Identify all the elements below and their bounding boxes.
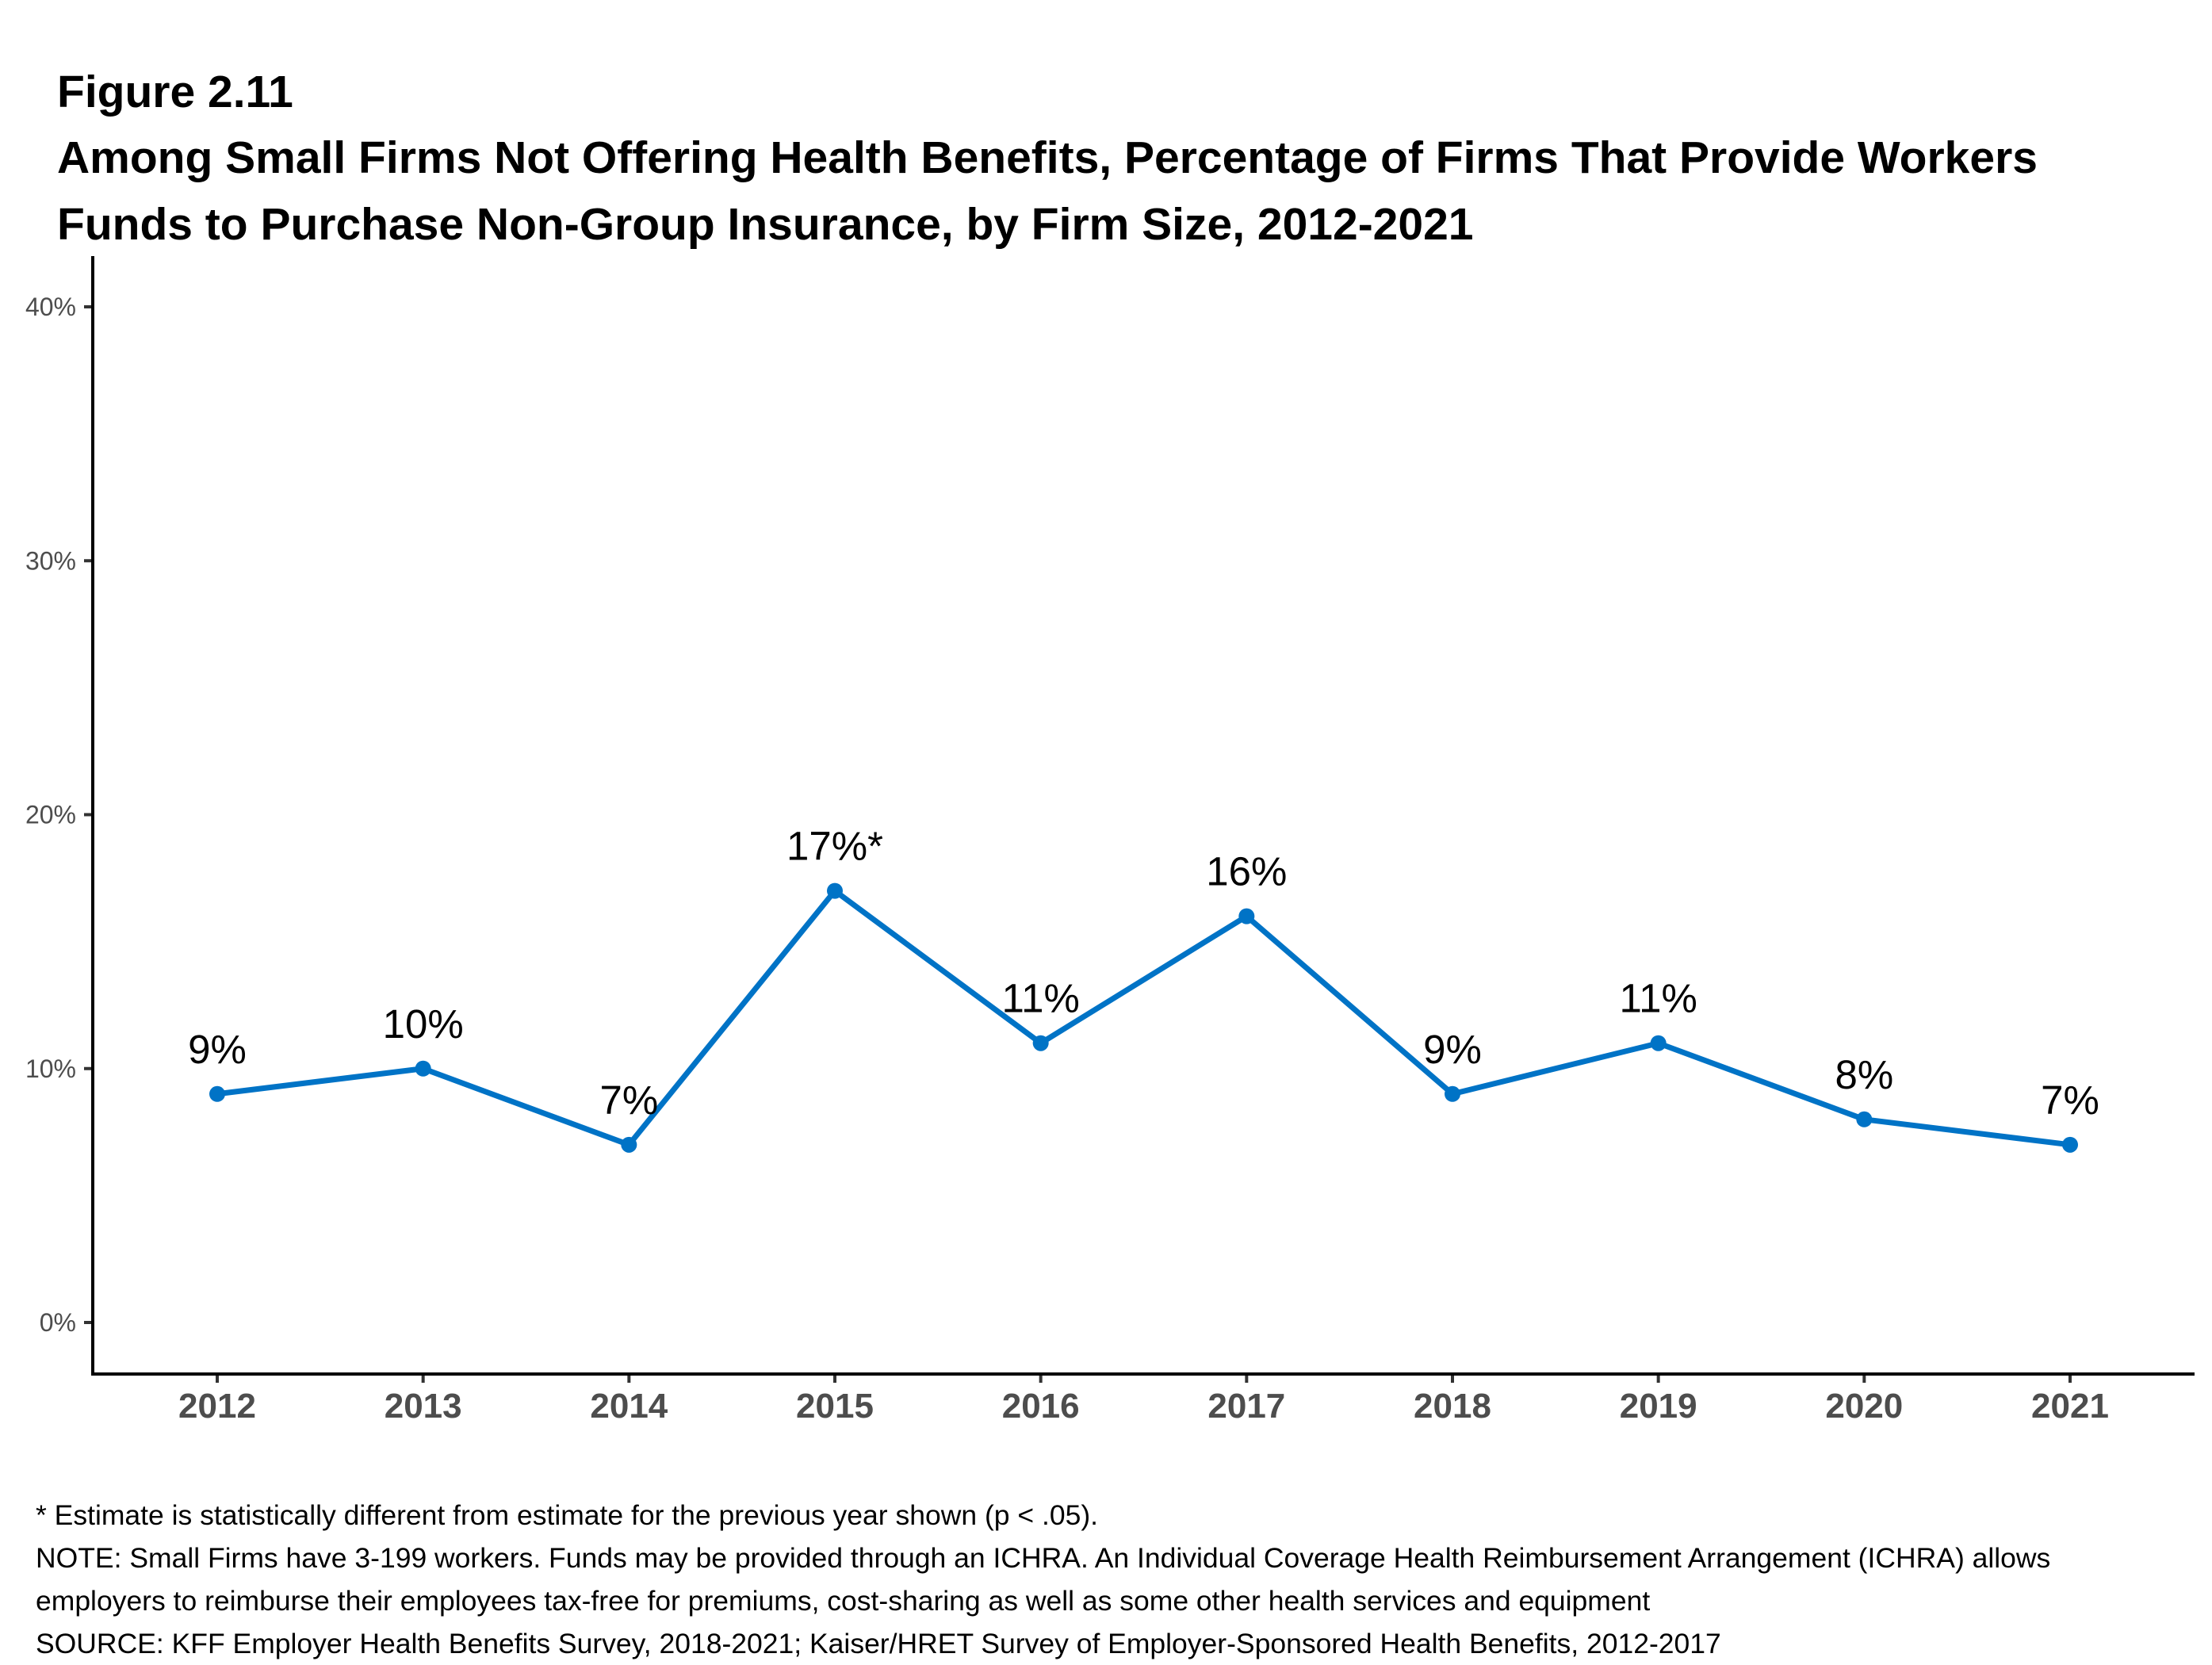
footnote-source: SOURCE: KFF Employer Health Benefits Sur… <box>36 1628 1721 1659</box>
x-tick-label: 2012 <box>178 1387 256 1426</box>
data-point <box>415 1060 431 1077</box>
footnote-note-line-1: NOTE: Small Firms have 3-199 workers. Fu… <box>36 1542 2051 1574</box>
x-tick-label: 2015 <box>796 1387 874 1426</box>
x-tick-label: 2021 <box>2031 1387 2109 1426</box>
x-tick-label: 2016 <box>1002 1387 1080 1426</box>
data-label: 11% <box>1002 976 1080 1021</box>
data-point <box>1445 1085 1460 1102</box>
x-tick-label: 2013 <box>385 1387 462 1426</box>
data-point <box>209 1085 225 1102</box>
y-tick-label: 10% <box>25 1054 76 1083</box>
data-label: 10% <box>383 1001 464 1047</box>
y-tick-label: 20% <box>25 801 76 829</box>
figure-title-line-1: Among Small Firms Not Offering Health Be… <box>57 132 2038 183</box>
data-labels: 9% 10% 7% 17%* 11% 16% 9% 11% 8% 7% <box>188 824 2099 1123</box>
data-label: 16% <box>1206 849 1287 894</box>
figure-number: Figure 2.11 <box>57 67 293 117</box>
y-tick-label: 30% <box>25 546 76 575</box>
data-label: 8% <box>1835 1052 1893 1097</box>
x-axis-ticks: 2012 2013 2014 2015 2016 2017 2018 2019 2020 2021 <box>178 1374 2109 1426</box>
series-small-firms <box>209 882 2078 1153</box>
data-point <box>621 1136 637 1153</box>
data-point <box>1856 1111 1873 1127</box>
series-line <box>216 888 2071 1148</box>
data-point <box>827 882 843 899</box>
data-point <box>1650 1035 1667 1051</box>
data-label: 17%* <box>786 824 883 869</box>
data-point <box>1032 1035 1049 1051</box>
data-label: 9% <box>1423 1027 1482 1072</box>
y-axis-ticks: 0% 10% 20% 30% 40% <box>25 293 93 1337</box>
x-tick-label: 2018 <box>1414 1387 1491 1426</box>
y-tick-label: 40% <box>25 293 76 321</box>
footnotes: * Estimate is statistically different fr… <box>36 1494 2208 1665</box>
figure-title-line-2: Funds to Purchase Non-Group Insurance, b… <box>57 199 1474 250</box>
footnote-note-line-2: employers to reimburse their employees t… <box>36 1585 1651 1617</box>
data-label: 7% <box>2041 1077 2099 1123</box>
data-label: 7% <box>599 1077 658 1123</box>
x-tick-label: 2019 <box>1620 1387 1697 1426</box>
x-tick-label: 2017 <box>1207 1387 1285 1426</box>
x-tick-label: 2020 <box>1825 1387 1903 1426</box>
x-tick-label: 2014 <box>590 1387 668 1426</box>
data-label: 11% <box>1620 976 1697 1021</box>
footnote-significance: * Estimate is statistically different fr… <box>36 1499 1099 1531</box>
data-label: 9% <box>188 1027 247 1072</box>
data-point <box>1238 908 1255 924</box>
y-tick-label: 0% <box>40 1308 76 1337</box>
data-point <box>2062 1136 2078 1153</box>
